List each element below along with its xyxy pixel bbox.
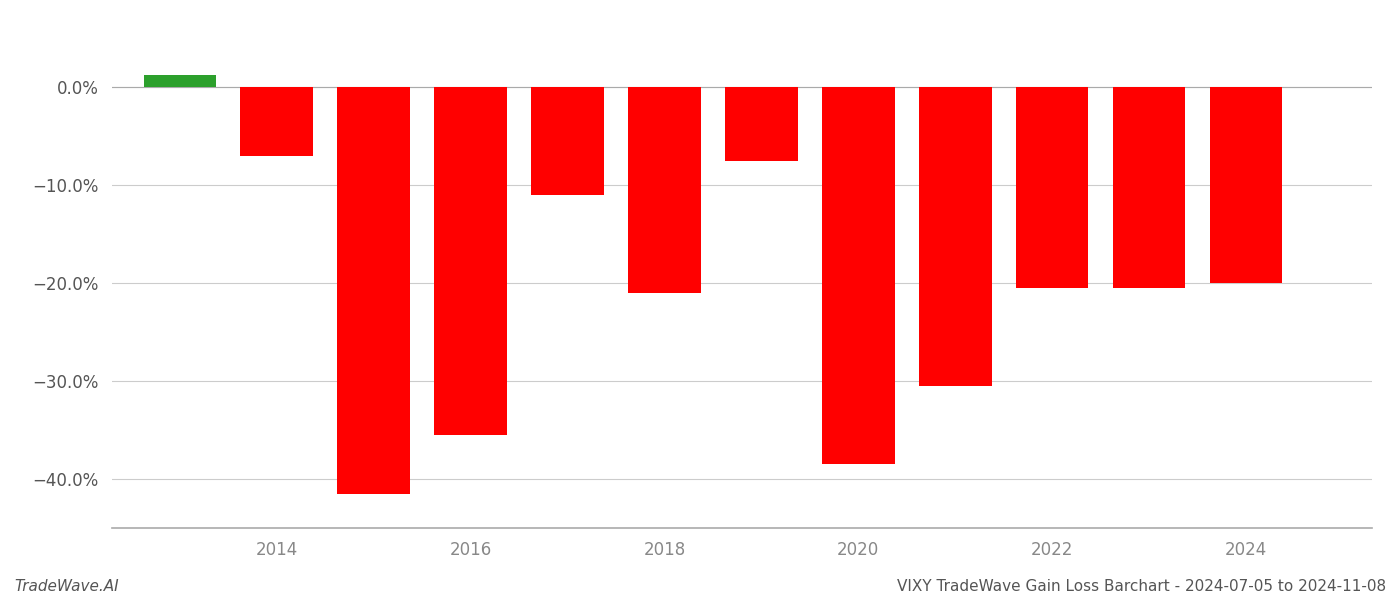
Bar bbox=[629, 87, 701, 293]
Bar bbox=[1210, 87, 1282, 283]
Text: TradeWave.AI: TradeWave.AI bbox=[14, 579, 119, 594]
Bar bbox=[434, 87, 507, 435]
Bar bbox=[725, 87, 798, 161]
Bar bbox=[822, 87, 895, 464]
Bar bbox=[337, 87, 410, 494]
Bar bbox=[1113, 87, 1186, 288]
Bar bbox=[1016, 87, 1088, 288]
Bar bbox=[143, 76, 216, 87]
Bar bbox=[918, 87, 991, 386]
Bar bbox=[241, 87, 314, 156]
Bar bbox=[531, 87, 603, 195]
Text: VIXY TradeWave Gain Loss Barchart - 2024-07-05 to 2024-11-08: VIXY TradeWave Gain Loss Barchart - 2024… bbox=[897, 579, 1386, 594]
